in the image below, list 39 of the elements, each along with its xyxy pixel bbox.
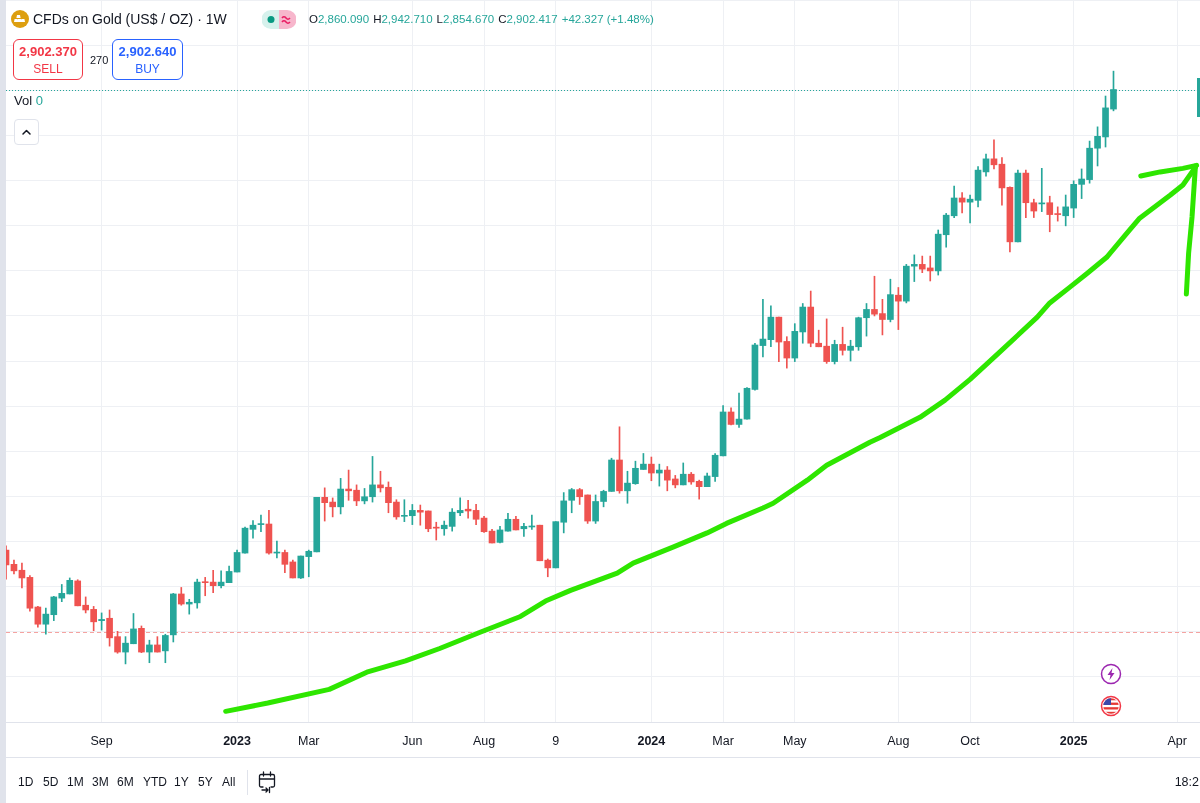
x-tick-label: Sep — [90, 733, 113, 748]
x-tick-label: Mar — [298, 733, 320, 748]
text: All — [222, 774, 236, 790]
text: O2,860.090 — [309, 13, 370, 25]
buy-button[interactable]: 2,902.640 BUY — [112, 39, 183, 80]
candlestick — [257, 514, 265, 533]
text: 3M — [92, 774, 109, 790]
text: 5D — [43, 774, 59, 790]
text: 6M — [117, 774, 134, 790]
candlestick — [735, 392, 743, 428]
annotation: Vol 0 — [14, 93, 43, 108]
x-tick-label: 2024 — [637, 733, 666, 748]
x-tick-label: 9 — [552, 733, 560, 748]
x-tick-label: Aug — [472, 733, 496, 748]
x-tick-label: Mar — [712, 733, 734, 748]
text: 5Y — [198, 774, 213, 790]
x-tick-label: Jun — [402, 733, 423, 748]
text: 1Y — [174, 774, 189, 790]
candlestick — [520, 523, 528, 537]
text: H2,942.710 — [373, 13, 433, 25]
text: +42.327 (+1.48%) — [561, 13, 654, 25]
text: C2,902.417 — [498, 13, 558, 25]
text: L2,854.670 — [436, 13, 495, 25]
sell-button[interactable]: 2,902.370 SELL — [13, 39, 83, 80]
x-tick-label: 2023 — [223, 733, 252, 748]
text: 18:2 — [1174, 774, 1199, 790]
x-tick-label: Oct — [960, 733, 981, 748]
x-tick-label: May — [782, 733, 808, 748]
x-tick-label: Apr — [1167, 733, 1187, 748]
annotation: BUY — [134, 62, 161, 77]
chart-title: CFDs on Gold (US$ / OZ) · 1W — [33, 10, 227, 29]
text: 1M — [67, 774, 84, 790]
text: 270 — [90, 53, 109, 67]
x-tick-label: Aug — [887, 733, 910, 748]
x-tick-label: 2025 — [1059, 733, 1088, 748]
annotation: SELL — [32, 62, 64, 77]
text: YTD — [143, 774, 167, 790]
text: 1D — [18, 774, 34, 790]
candlestick — [249, 520, 257, 539]
